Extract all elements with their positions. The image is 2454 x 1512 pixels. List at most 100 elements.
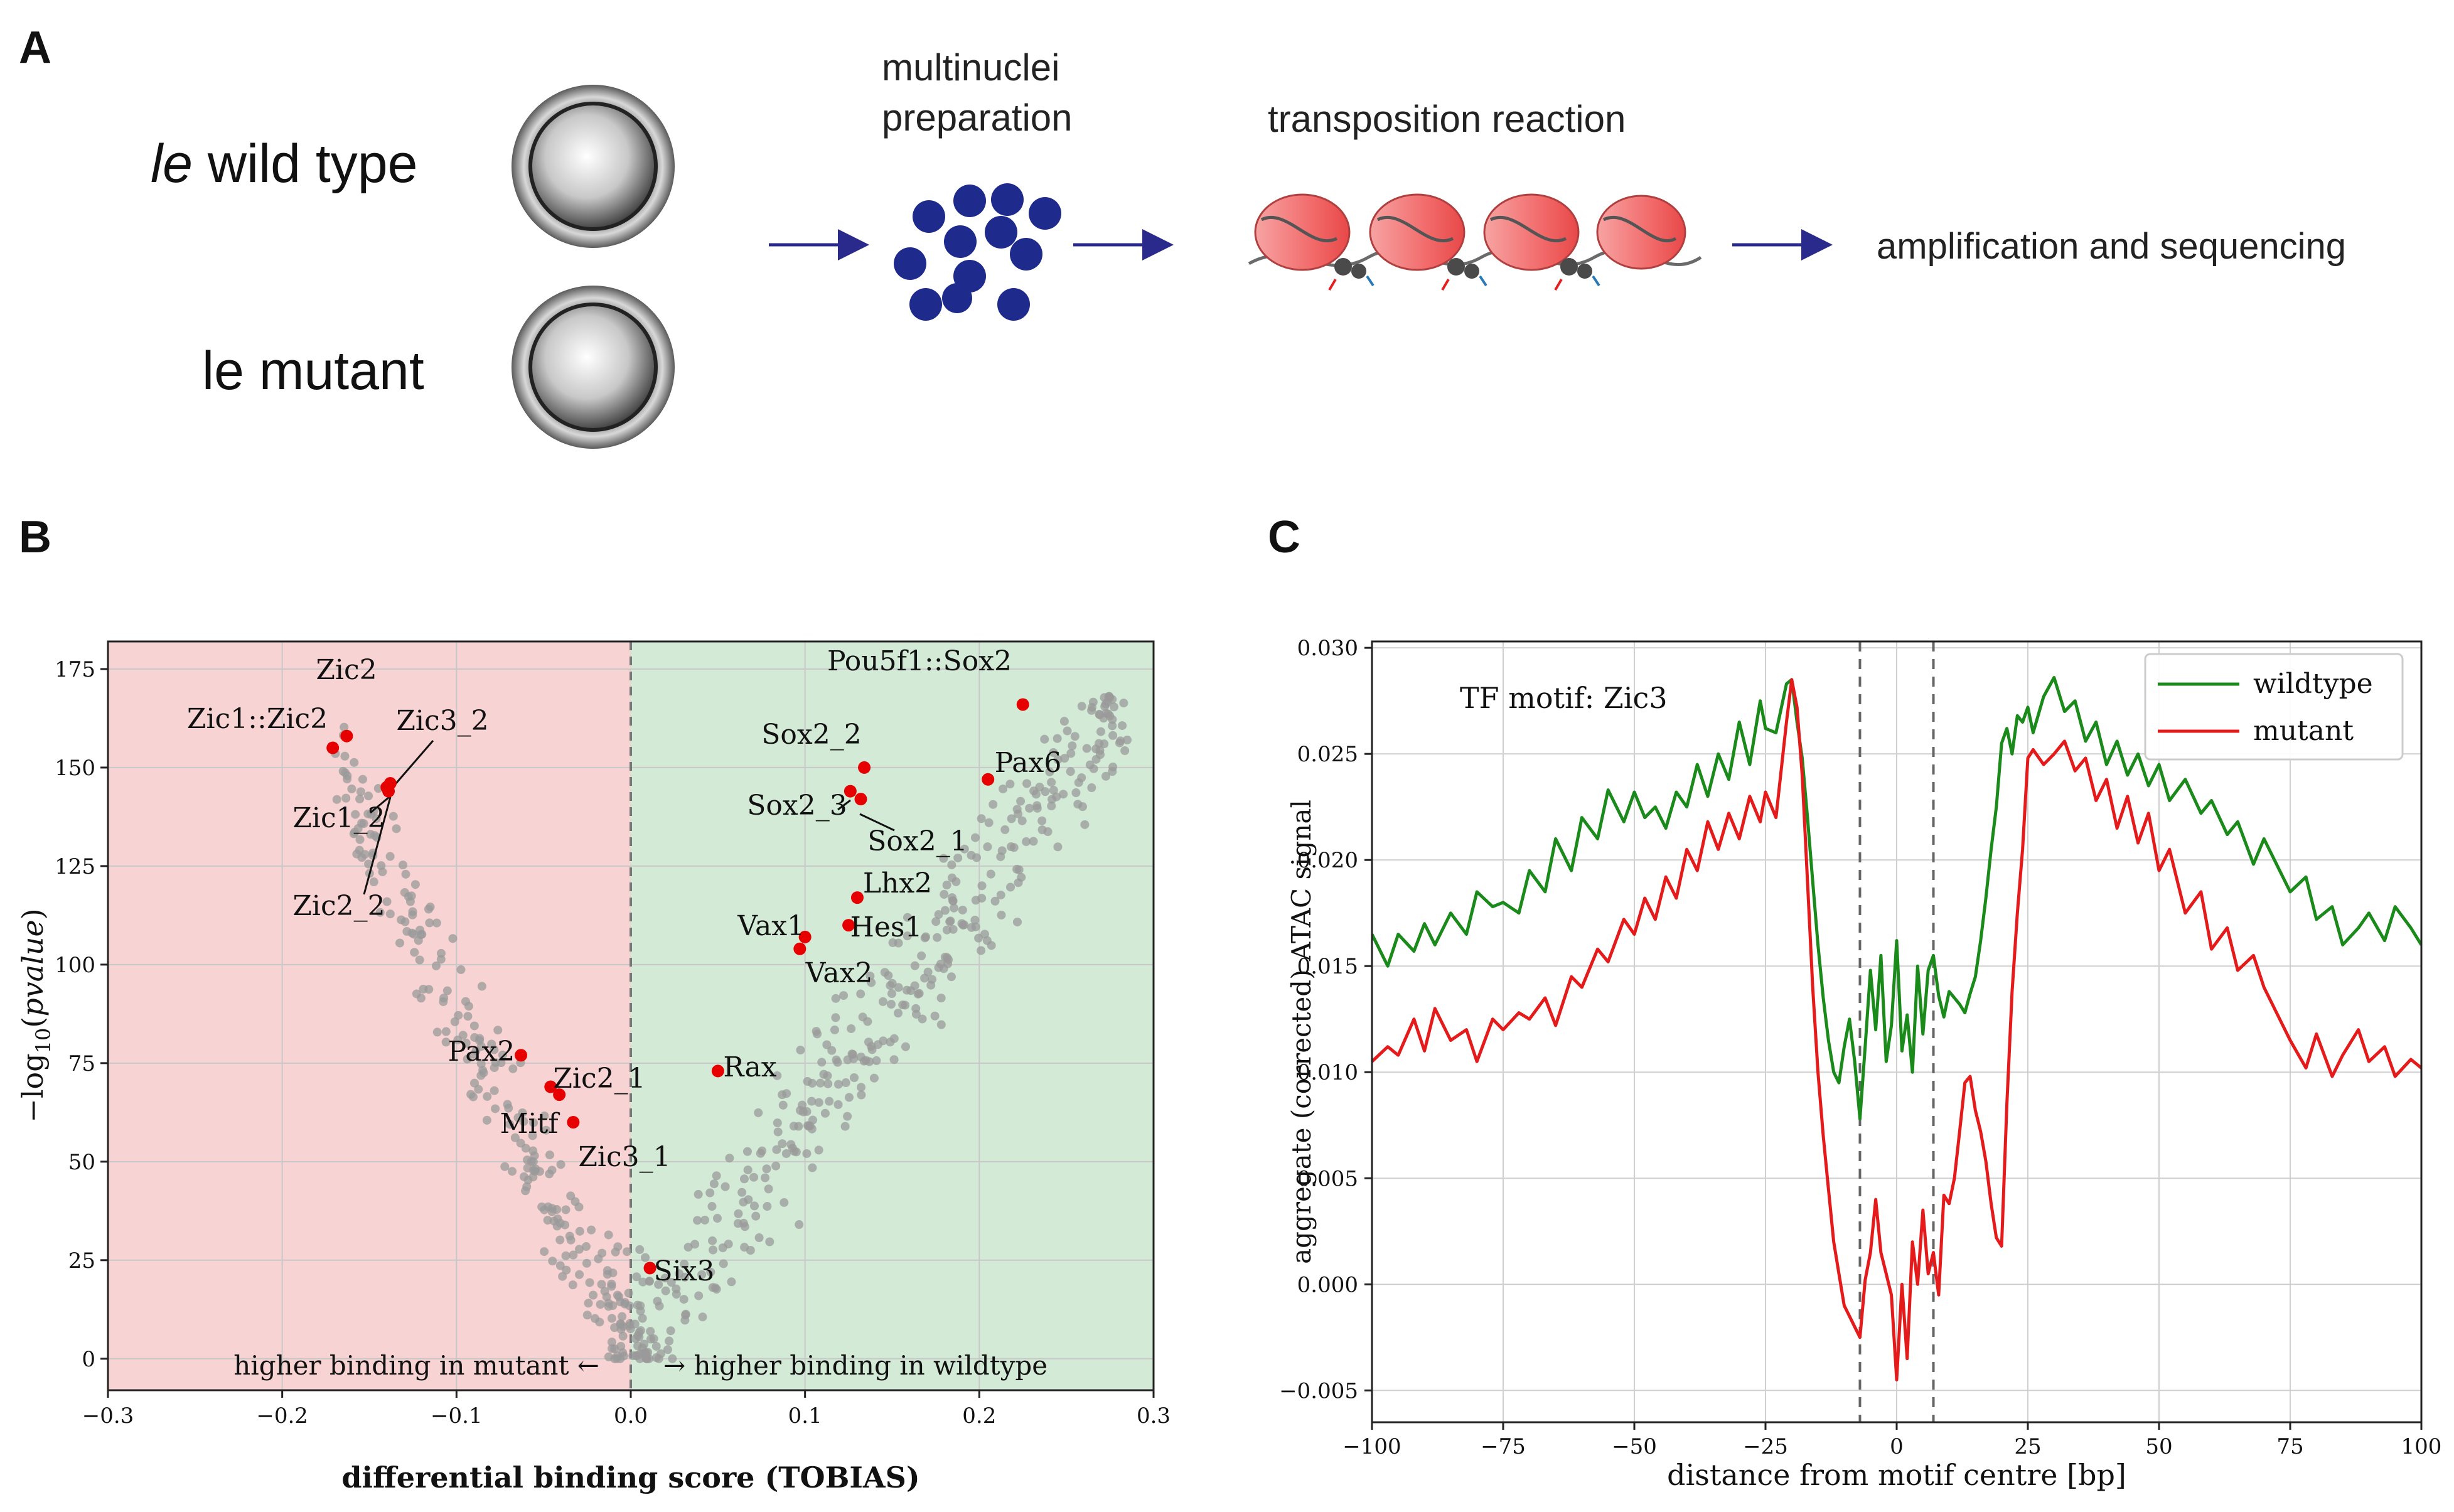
b-background-point [632,1272,641,1282]
b-background-point [359,819,368,828]
b-background-point [604,1230,613,1240]
b-ytick-label: 50 [68,1150,95,1175]
b-background-point [369,877,378,887]
b-background-point [727,1277,736,1287]
b-background-point [708,1236,717,1245]
b-background-point [363,809,373,818]
b-background-point [709,1179,719,1189]
b-background-point [833,1080,843,1089]
b-background-point [456,965,466,974]
b-xtick-label: −0.1 [431,1403,483,1429]
b-leader-line [363,796,392,895]
b-background-point [843,1112,852,1121]
b-background-point [548,1257,557,1266]
b-background-point [1047,802,1056,811]
b-background-point [528,1131,537,1140]
b-background-point [808,1163,817,1172]
b-background-point [960,844,969,854]
b-background-point [672,1289,681,1299]
b-background-point [604,1299,613,1308]
b-background-point [400,887,409,897]
b-background-point [555,1261,565,1270]
b-background-point [831,1013,840,1022]
b-background-point [1095,750,1105,759]
b-background-point [857,1090,866,1100]
b-background-point [528,1172,538,1182]
b-background-point [1120,746,1130,756]
b-background-point [814,1145,823,1155]
b-background-point [1014,809,1023,818]
b-background-point [594,1254,603,1263]
b-background-point [737,1188,747,1197]
b-background-point [872,1056,881,1065]
b-background-point [928,975,937,984]
b-background-point [773,1071,782,1080]
c-xtick-label: −100 [1342,1434,1401,1459]
b-background-point [402,927,412,936]
b-background-point [343,771,352,780]
b-background-point [888,938,897,947]
b-background-point [739,1218,748,1228]
b-background-point [903,931,912,941]
c-ytick-label: 0.000 [1297,1272,1358,1297]
b-background-point [372,814,381,823]
b-background-point [479,1068,488,1078]
b-background-point [933,933,942,942]
b-background-point [754,1233,764,1243]
b-background-point [655,1301,664,1311]
b-background-point [666,1326,675,1336]
b-background-point [790,1147,799,1156]
b-background-point [1108,721,1117,731]
b-background-point [953,853,963,862]
b-background-point [646,1327,655,1336]
b-background-point [778,1139,787,1149]
b-highlight-point [643,1262,656,1275]
c-xtick-label: −25 [1743,1434,1788,1459]
b-background-point [958,905,967,914]
b-background-point [1017,816,1027,825]
b-background-point [616,1341,626,1351]
b-highlight-point [858,761,871,774]
b-background-point [410,948,419,957]
b-background-point [461,1039,471,1048]
b-background-point [680,1316,690,1325]
b-background-point [408,907,417,916]
b-background-point [977,946,986,955]
b-background-point [667,1278,676,1287]
b-background-point [840,1122,850,1131]
b-background-point [709,1245,718,1255]
b-background-point [1047,778,1056,787]
b-background-point [568,1280,577,1290]
b-background-point [700,1215,710,1225]
b-background-point [624,1289,633,1298]
wild-type-lens-icon [512,85,675,248]
b-background-point [742,1147,752,1156]
b-background-point [432,918,441,928]
b-background-point [558,1272,567,1281]
b-background-point [814,1098,823,1107]
b-background-point [990,896,1000,906]
b-background-point [1109,702,1118,712]
b-background-point [796,1046,805,1055]
b-background-point [425,918,434,928]
b-background-point [839,991,849,1000]
b-background-point [531,1164,540,1174]
b-background-point [1068,741,1077,751]
b-background-point [863,1017,872,1026]
b-background-point [561,1251,571,1260]
b-background-point [884,971,893,980]
b-background-point [946,916,955,926]
b-background-point [802,1149,812,1158]
b-background-point [1077,773,1086,783]
b-background-point [1095,710,1105,719]
b-background-point [491,1104,500,1113]
b-background-point [358,775,367,784]
b-highlight-point [515,1049,528,1062]
b-background-point [782,1089,791,1098]
b-background-point [1014,878,1023,887]
b-highlight-point [340,729,353,743]
b-background-point [504,1103,513,1113]
b-background-point [516,1139,525,1148]
b-background-point [415,955,424,965]
b-background-point [562,1265,571,1275]
